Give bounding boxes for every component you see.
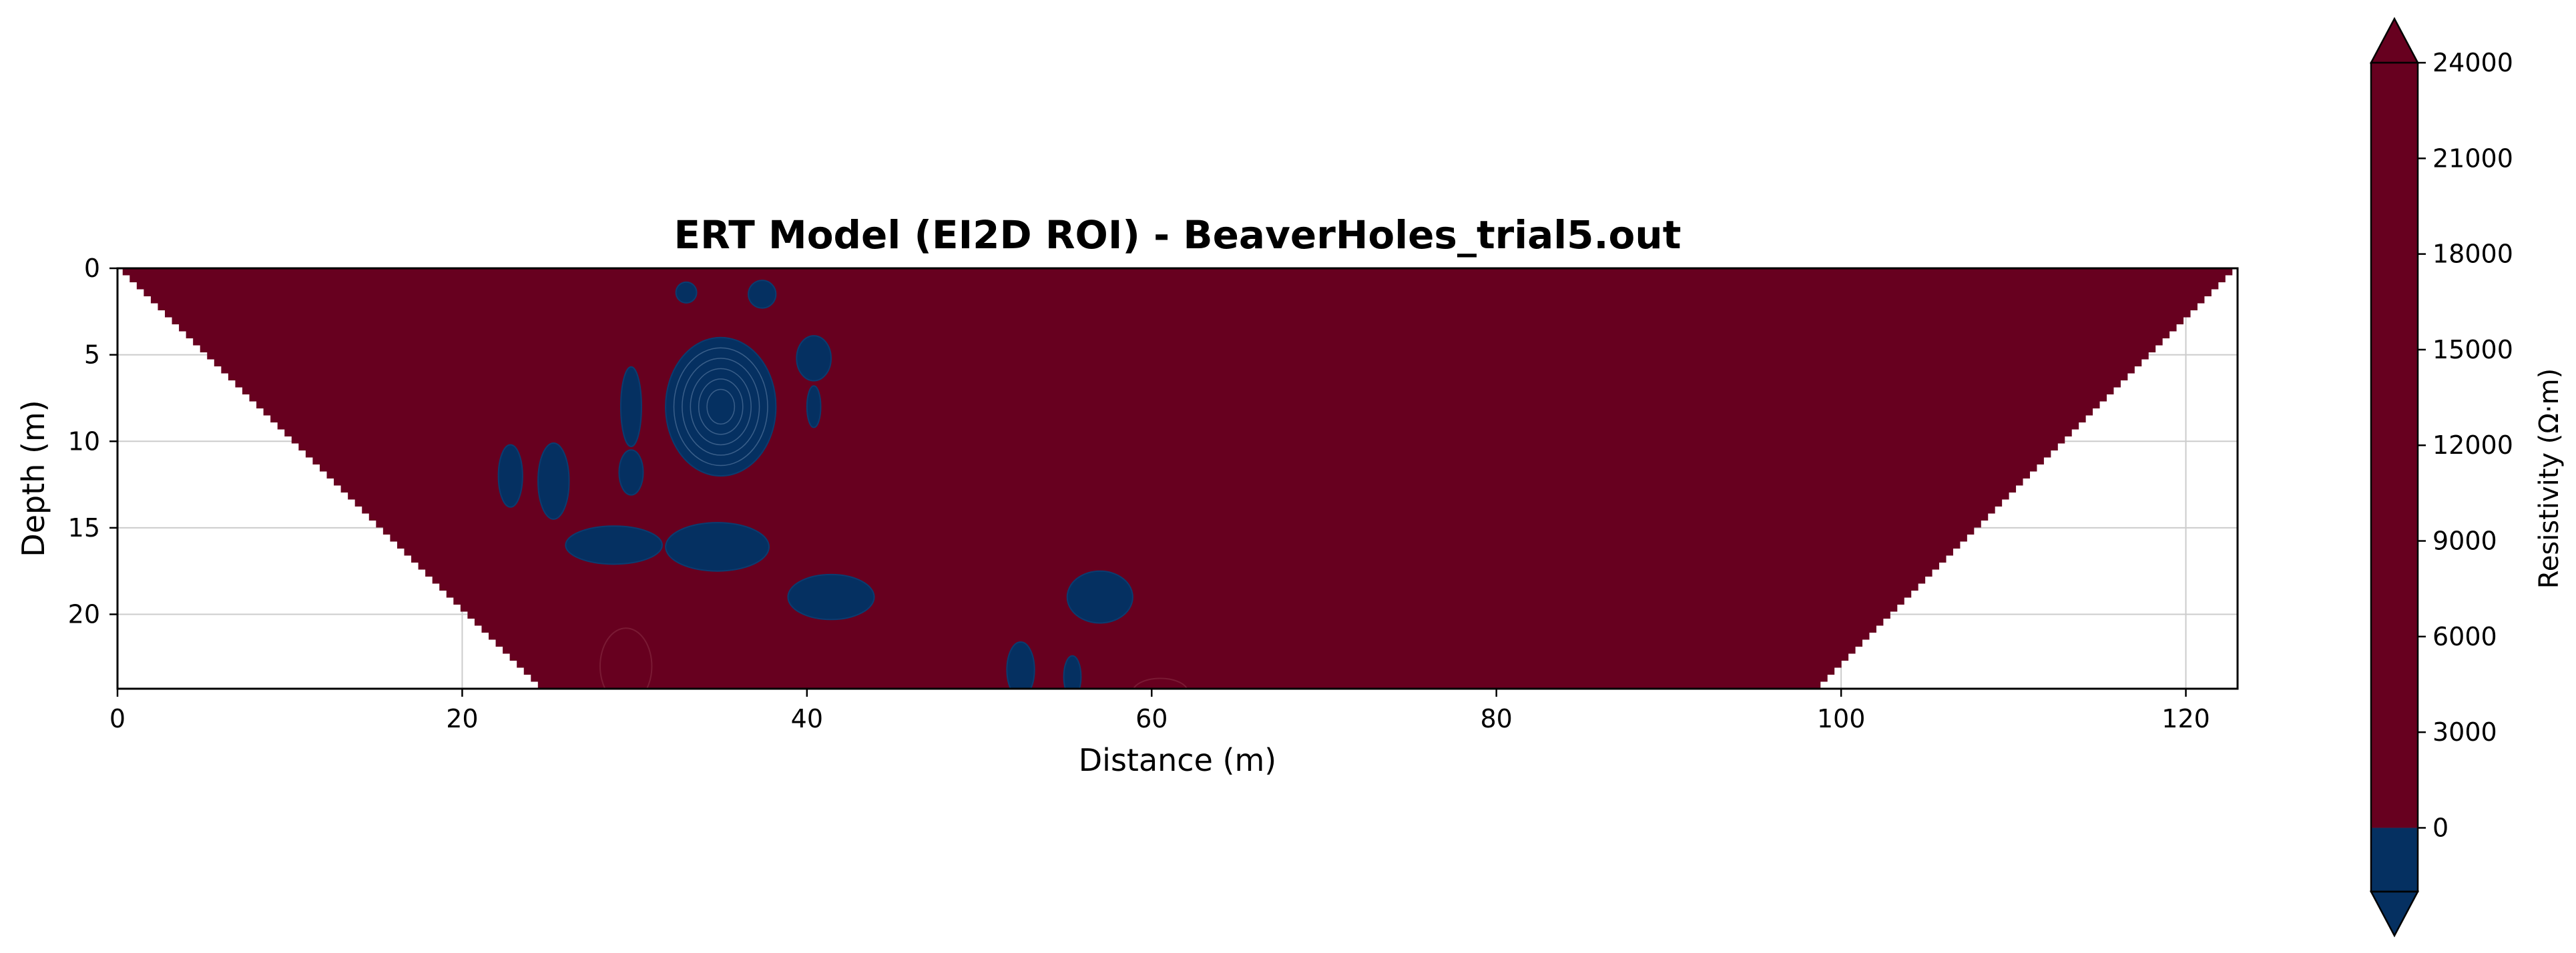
x-tick-label: 40: [791, 704, 823, 733]
contour-line: [599, 627, 653, 689]
y-tick-label: 0: [84, 254, 100, 283]
y-tick-label: 5: [84, 340, 100, 370]
low-resistivity-zone: [675, 281, 698, 304]
colorbar-tick-label: 3000: [2432, 717, 2497, 747]
zone-contour: [698, 378, 744, 435]
zone-contour: [706, 388, 736, 425]
x-axis-ticks: 0 20 40 60 80 100 120: [109, 689, 2210, 733]
colorbar-tick-label: 6000: [2432, 622, 2497, 651]
colorbar-tick-label: 21000: [2432, 143, 2513, 173]
y-tick-label: 15: [68, 513, 100, 543]
low-resistivity-zone: [665, 522, 770, 572]
zone-contour: [690, 368, 752, 446]
chart-title: ERT Model (EI2D ROI) - BeaverHoles_trial…: [674, 212, 1682, 258]
y-axis-label: Depth (m): [15, 400, 51, 557]
roi-high-resistivity: [122, 268, 2233, 689]
x-tick-label: 80: [1481, 704, 1513, 733]
colorbar-label: Resistivity (Ω·m): [2534, 368, 2565, 589]
x-tick-label: 20: [446, 704, 478, 733]
low-resistivity-zone: [1063, 655, 1082, 689]
zone-contour: [682, 358, 760, 456]
plot-frame: [116, 267, 2239, 690]
low-resistivity-zone: [1066, 570, 1133, 624]
low-resistivity-zone: [1006, 641, 1035, 689]
resistivity-field: [122, 268, 2233, 689]
x-tick-label: 0: [109, 704, 125, 733]
colorbar-extend-min: [2369, 890, 2420, 938]
y-tick-label: 20: [68, 600, 100, 629]
colorbar: 0 3000 6000 9000 12000 15000 18000 21000 24000: [2369, 17, 2513, 938]
zone-contour: [673, 347, 768, 466]
x-tick-label: 60: [1135, 704, 1168, 733]
colorbar-frame: [2370, 61, 2419, 893]
colorbar-tick-label: 9000: [2432, 527, 2497, 556]
low-resistivity-zone: [618, 449, 644, 496]
colorbar-tick-label: 0: [2432, 813, 2449, 842]
x-tick-label: 120: [2161, 704, 2210, 733]
y-tick-label: 10: [68, 426, 100, 456]
low-resistivity-zone: [497, 444, 523, 508]
colorbar-tick-label: 12000: [2432, 430, 2513, 460]
colorbar-high-band: [2371, 63, 2418, 828]
x-tick-label: 100: [1817, 704, 1866, 733]
colorbar-tick-label: 24000: [2432, 48, 2513, 77]
colorbar-low-band: [2371, 828, 2418, 892]
low-resistivity-zone: [796, 335, 832, 382]
low-resistivity-zone: [806, 385, 822, 428]
x-axis-label: Distance (m): [1079, 742, 1276, 778]
low-resistivity-zone: [537, 442, 570, 520]
plot-area: 0 20 40 60 80 100 120 0 5 10 15 20: [68, 254, 2239, 733]
low-resistivity-zone: [565, 525, 663, 565]
colorbar-extend-max: [2369, 17, 2420, 64]
y-axis-ticks: 0 5 10 15 20: [68, 254, 117, 629]
low-resistivity-zone: [748, 280, 777, 309]
colorbar-tick-label: 15000: [2432, 335, 2513, 364]
low-resistivity-zone: [787, 573, 875, 621]
low-resistivity-zone: [619, 366, 642, 448]
colorbar-tick-label: 18000: [2432, 240, 2513, 269]
contour-line: [1133, 677, 1188, 689]
